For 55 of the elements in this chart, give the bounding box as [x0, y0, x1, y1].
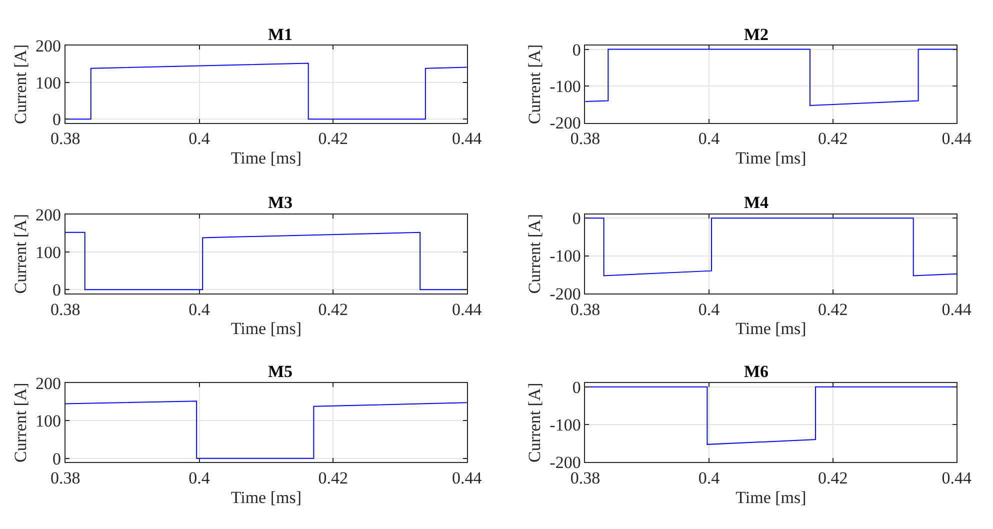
y-tick-label: 0	[572, 378, 581, 397]
chart-title: M3	[268, 193, 293, 212]
x-tick-label: 0.44	[942, 129, 972, 148]
y-tick-label: 100	[36, 412, 62, 431]
x-tick-label: 0.4	[188, 129, 210, 148]
x-tick-label: 0.4	[188, 468, 210, 488]
y-tick-label: 0	[52, 110, 62, 130]
x-tick-label: 0.38	[50, 468, 80, 488]
x-tick-label: 0.42	[818, 300, 848, 319]
y-tick-label: 0	[52, 280, 62, 300]
chart-title: M2	[744, 25, 769, 44]
x-tick-label: 0.4	[698, 468, 720, 488]
x-tick-label: 0.42	[818, 129, 848, 148]
y-tick-label: 0	[52, 449, 62, 468]
x-axis-title: Time [ms]	[230, 148, 302, 168]
y-tick-label: 200	[36, 374, 62, 394]
y-tick-label: 0	[572, 40, 581, 60]
chart-title: M4	[744, 193, 770, 212]
y-axis-title: Current [A]	[11, 382, 30, 462]
x-tick-label: 0.44	[452, 129, 482, 148]
y-axis-title: Current [A]	[525, 214, 544, 294]
y-tick-label: -100	[550, 415, 581, 434]
x-tick-label: 0.44	[942, 300, 972, 319]
y-axis-title: Current [A]	[525, 382, 544, 462]
y-tick-label: -100	[550, 246, 581, 266]
x-axis-title: Time [ms]	[230, 319, 302, 338]
y-axis-title: Current [A]	[11, 214, 30, 294]
x-tick-label: 0.42	[318, 129, 348, 148]
chart-title: M1	[268, 25, 293, 44]
x-axis-title: Time [ms]	[230, 488, 302, 507]
x-axis-title: Time [ms]	[736, 319, 806, 338]
x-tick-label: 0.4	[698, 300, 720, 319]
y-tick-label: 200	[36, 205, 62, 224]
y-tick-label: 200	[36, 36, 62, 56]
line-series	[65, 400, 467, 459]
y-tick-label: 0	[572, 209, 581, 228]
chart-title: M5	[268, 362, 293, 381]
x-axis-title: Time [ms]	[736, 148, 806, 168]
x-tick-label: 0.38	[50, 129, 80, 148]
x-tick-label: 0.38	[50, 300, 80, 319]
x-tick-label: 0.42	[818, 468, 848, 488]
x-tick-label: 0.4	[188, 300, 210, 319]
x-tick-label: 0.42	[318, 300, 348, 319]
y-tick-label: -100	[550, 76, 581, 96]
x-tick-label: 0.42	[318, 468, 348, 488]
y-axis-title: Current [A]	[11, 44, 30, 124]
x-tick-label: 0.44	[942, 468, 972, 488]
chart-title: M6	[744, 362, 769, 381]
x-tick-label: 0.4	[698, 129, 720, 148]
x-axis-title: Time [ms]	[736, 488, 806, 507]
y-axis-title: Current [A]	[525, 44, 544, 124]
x-tick-label: 0.44	[452, 300, 482, 319]
y-tick-label: 100	[36, 73, 62, 92]
x-tick-label: 0.44	[452, 468, 482, 488]
y-tick-label: 100	[36, 242, 62, 262]
